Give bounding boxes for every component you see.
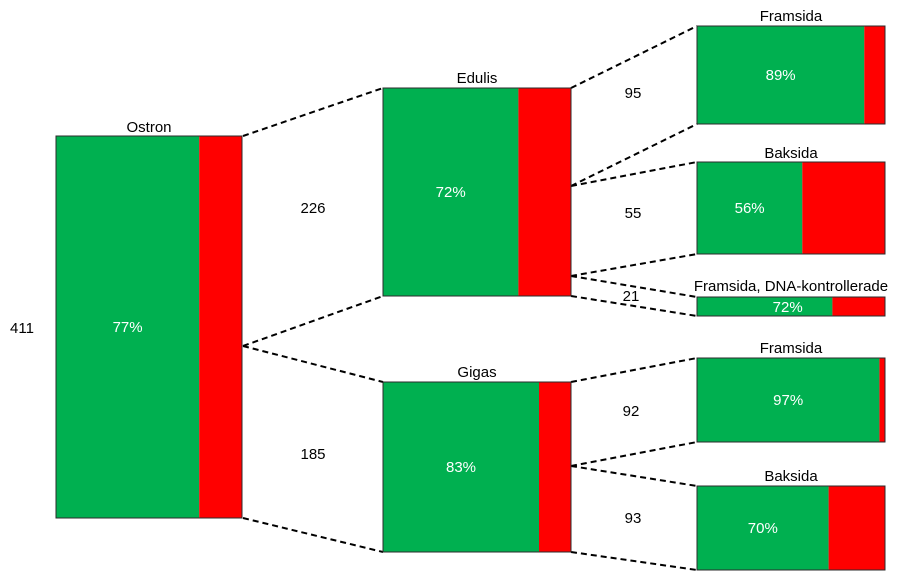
edulis-green-segment	[383, 88, 519, 296]
edulis-framsida-green-segment	[697, 26, 865, 124]
connector-line-bottom-edulis	[242, 295, 384, 347]
gigas-framsida-box-outline	[696, 357, 886, 443]
root-count-label: 411	[10, 320, 34, 337]
link-count-edulis: 226	[300, 200, 325, 217]
gigas-baksida-percent: 70%	[748, 520, 778, 537]
gigas-percent: 83%	[446, 459, 476, 476]
connector-line-top-gigas-framsida	[570, 357, 698, 383]
edulis-baksida-box-outline	[696, 161, 886, 255]
connector-line-bottom-gigas-framsida	[570, 441, 698, 467]
edulis-dna-red-segment	[832, 297, 885, 316]
edulis-framsida-title: Framsida	[760, 8, 823, 25]
edulis-framsida-red-segment	[864, 26, 885, 124]
connector-line-bottom-gigas	[242, 517, 384, 553]
connector-line-top-edulis	[242, 87, 384, 137]
edulis-framsida-box-outline	[696, 25, 886, 125]
gigas-framsida-percent: 97%	[773, 392, 803, 409]
link-count-gigas: 185	[300, 446, 325, 463]
edulis-title: Edulis	[457, 70, 498, 87]
edulis-box-outline	[382, 87, 572, 297]
gigas-baksida-green-segment	[697, 486, 829, 570]
connector-line-bottom-gigas-baksida	[570, 551, 698, 571]
connector-line-top-edulis-baksida	[570, 161, 698, 187]
connector-line-bottom-edulis-framsida	[570, 123, 698, 187]
gigas-green-segment	[383, 382, 539, 552]
edulis-dna-box-outline	[696, 296, 886, 317]
edulis-framsida-percent: 89%	[766, 67, 796, 84]
connector-line-top-gigas-baksida	[570, 465, 698, 487]
edulis-baksida-percent: 56%	[735, 200, 765, 217]
gigas-baksida-red-segment	[828, 486, 885, 570]
gigas-framsida-title: Framsida	[760, 340, 823, 357]
connector-line-top-gigas	[242, 345, 384, 383]
link-count-gigas-baksida: 93	[625, 510, 642, 527]
link-count-edulis-baksida: 55	[625, 205, 642, 222]
edulis-percent: 72%	[436, 184, 466, 201]
link-count-gigas-framsida: 92	[623, 403, 640, 420]
connector-line-top-edulis-dna	[570, 275, 698, 298]
link-count-edulis-dna: 21	[623, 288, 640, 305]
ostron-green-segment	[56, 136, 200, 518]
connector-line-bottom-edulis-dna	[570, 295, 698, 317]
connector-lines	[242, 25, 698, 571]
labels: 411 226 185 95 55 21 92 93 Ostron 77% Edulis 72% Gig…	[10, 8, 888, 537]
edulis-baksida-title: Baksida	[764, 145, 818, 162]
edulis-dna-green-segment	[697, 297, 833, 316]
edulis-baksida-green-segment	[697, 162, 803, 254]
edulis-dna-percent: 72%	[773, 299, 803, 316]
gigas-red-segment	[539, 382, 571, 552]
gigas-box-outline	[382, 381, 572, 553]
gigas-baksida-title: Baksida	[764, 468, 818, 485]
edulis-dna-title: Framsida, DNA-kontrollerade	[694, 278, 888, 295]
ostron-red-segment	[199, 136, 242, 518]
gigas-framsida-red-segment	[879, 358, 885, 442]
gigas-baksida-box-outline	[696, 485, 886, 571]
connector-line-bottom-edulis-baksida	[570, 253, 698, 277]
ostron-box-outline	[55, 135, 243, 519]
link-count-edulis-framsida: 95	[625, 85, 642, 102]
connector-line-top-edulis-framsida	[570, 25, 698, 89]
ostron-title: Ostron	[126, 119, 171, 136]
edulis-baksida-red-segment	[802, 162, 885, 254]
gigas-title: Gigas	[457, 364, 496, 381]
edulis-red-segment	[518, 88, 571, 296]
ostron-percent: 77%	[113, 319, 143, 336]
node-boxes	[55, 25, 886, 571]
gigas-framsida-green-segment	[697, 358, 880, 442]
